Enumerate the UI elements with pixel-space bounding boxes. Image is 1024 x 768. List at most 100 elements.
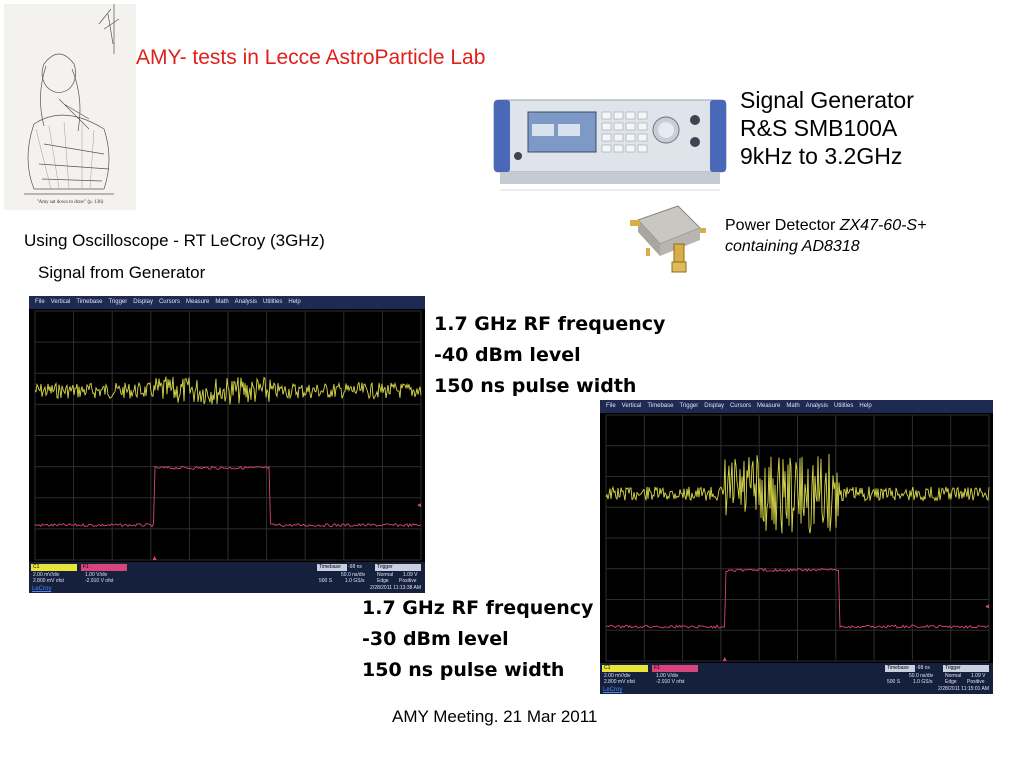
scope1-timebase-value: -98 ns: [348, 564, 362, 570]
scope1-menu-cursors[interactable]: Cursors: [158, 299, 180, 305]
scope2-statusbar: C1 2.00 mV/div 2.800 mV ofst F1 1.00 V/d…: [600, 663, 993, 694]
signal-generator-line-2: R&S SMB100A: [740, 115, 898, 141]
spec1-frequency: 1.7 GHz RF frequency: [434, 313, 666, 335]
signal-generator-image: [490, 98, 730, 198]
power-detector-model: ZX47-60-S+: [839, 217, 927, 234]
spec2-pulse-width: 150 ns pulse width: [362, 659, 565, 681]
scope2-menu-vertical[interactable]: Vertical: [621, 403, 642, 409]
scope1-menu-trigger[interactable]: Trigger: [108, 299, 128, 305]
trigger-time-marker: [152, 556, 157, 560]
scope1-c1-vdiv: 2.00 mV/div: [33, 572, 60, 578]
scope1-trigger-slope: Positive: [399, 578, 417, 584]
scope1-trigger-mode: Normal: [377, 572, 394, 578]
scope-grid: [34, 310, 422, 561]
scope2-menu-math[interactable]: Math: [786, 403, 800, 409]
trigger-level-marker: [417, 503, 421, 508]
oscilloscope-screen-1: File Vertical Timebase Trigger Display Cursor…: [29, 296, 425, 593]
scope1-waveform-area: [34, 310, 422, 561]
scope1-f1-box[interactable]: F1: [81, 564, 127, 571]
scope2-timebase-rate: 1.0 GS/s: [913, 679, 933, 685]
scope1-f1-vdiv: 1.00 V/div: [85, 572, 108, 578]
oscilloscope-heading: Using Oscilloscope - RT LeCroy (3GHz): [24, 231, 325, 250]
scope2-trigger-level: 1.09 V: [971, 673, 986, 679]
scope2-f1-vdiv: 1.00 V/div: [656, 673, 679, 679]
trigger-time-marker: [722, 657, 727, 661]
power-detector-prefix: Power Detector: [725, 217, 840, 234]
scope1-trigger-type: Edge: [377, 578, 389, 584]
scope2-menu-timebase[interactable]: Timebase: [647, 403, 674, 409]
scope2-menu-help[interactable]: Help: [859, 403, 872, 409]
scope1-trigger-box[interactable]: Trigger: [375, 564, 421, 571]
scope1-trigger-level: 1.09 V: [403, 572, 418, 578]
signal-generator-line-3: 9kHz to 3.2GHz: [740, 143, 903, 169]
scope1-menu-display[interactable]: Display: [133, 299, 153, 305]
f1-trace: [605, 567, 989, 629]
power-detector-image: [624, 198, 708, 280]
scope2-timebase-value: -98 ns: [916, 665, 930, 671]
scope2-menu-measure[interactable]: Measure: [756, 403, 781, 409]
c1-trace: [34, 376, 422, 405]
scope2-menu-analysis[interactable]: Analysis: [805, 403, 829, 409]
scope2-trigger-slope: Positive: [967, 679, 985, 685]
power-detector-chip: containing AD8318: [725, 238, 860, 255]
scope2-menu-trigger[interactable]: Trigger: [679, 403, 699, 409]
scope2-f1-box[interactable]: F1: [652, 665, 698, 672]
scope2-menubar: File Vertical Timebase Trigger Display Cursor…: [600, 400, 993, 413]
scope2-trigger-mode: Normal: [945, 673, 962, 679]
scope2-timebase-scale: 50.0 ns/div: [909, 673, 934, 679]
scope1-f1-offset: -2.910 V ofst: [85, 578, 114, 584]
scope2-menu-utilities[interactable]: Utilities: [834, 403, 854, 409]
scope1-timestamp: 2/28/2011 11:13:38 AM: [370, 585, 421, 591]
scope1-menu-measure[interactable]: Measure: [185, 299, 210, 305]
scope1-menu-help[interactable]: Help: [288, 299, 301, 305]
trigger-level-marker: [985, 604, 989, 609]
scope1-menu-analysis[interactable]: Analysis: [234, 299, 258, 305]
scope2-waveform-area: [605, 414, 990, 662]
scope2-trigger-type: Edge: [945, 679, 957, 685]
signal-generator-label: Signal Generator R&S SMB100A 9kHz to 3.2…: [740, 86, 914, 170]
scope-grid: [605, 414, 990, 662]
spec2-level: -30 dBm level: [362, 628, 509, 650]
scope1-statusbar: C1 2.00 mV/div 2.800 mV ofst F1 1.00 V/d…: [29, 562, 425, 593]
scope1-timebase-scale: 50.0 ns/div: [341, 572, 366, 578]
scope2-brand-link[interactable]: LeCroy: [603, 687, 623, 693]
spec1-pulse-width: 150 ns pulse width: [434, 375, 637, 397]
scope2-f1-offset: -2.910 V ofst: [656, 679, 685, 685]
scope2-menu-display[interactable]: Display: [704, 403, 724, 409]
scope1-c1-offset: 2.800 mV ofst: [33, 578, 64, 584]
scope1-brand-link[interactable]: LeCroy: [32, 586, 52, 592]
power-detector-label: Power Detector ZX47-60-S+ containing AD8…: [725, 215, 926, 257]
oscilloscope-screen-2: File Vertical Timebase Trigger Display Cursor…: [600, 400, 993, 694]
illustration-girl-drawing: "Amy sat down to draw" (p. 136): [4, 4, 136, 210]
scope2-c1-offset: 2.800 mV ofst: [604, 679, 635, 685]
scope1-menu-timebase[interactable]: Timebase: [76, 299, 103, 305]
scope1-timebase-rate: 1.0 GS/s: [345, 578, 365, 584]
scope1-menu-utilities[interactable]: Utilities: [263, 299, 283, 305]
scope2-c1-box[interactable]: C1: [602, 665, 648, 672]
scope1-menu-math[interactable]: Math: [215, 299, 229, 305]
slide-title: AMY- tests in Lecce AstroParticle Lab: [136, 46, 486, 69]
scope1-menu-vertical[interactable]: Vertical: [50, 299, 71, 305]
scope2-timestamp: 2/28/2011 11:15:01 AM: [938, 686, 989, 692]
scope1-timebase-samples: 500 S: [319, 578, 333, 584]
scope2-menu-file[interactable]: File: [606, 403, 616, 409]
scope2-timebase-samples: 500 S: [887, 679, 901, 685]
spec2-frequency: 1.7 GHz RF frequency: [362, 597, 594, 619]
scope2-menu-cursors[interactable]: Cursors: [729, 403, 751, 409]
scope1-menubar: File Vertical Timebase Trigger Display Cursor…: [29, 296, 425, 309]
scope2-c1-vdiv: 2.00 mV/div: [604, 673, 631, 679]
signal-generator-line-1: Signal Generator: [740, 87, 914, 113]
footer: AMY Meeting. 21 Mar 2011: [392, 707, 598, 726]
scope2-timebase-box[interactable]: Timebase: [885, 665, 915, 672]
f1-trace: [34, 465, 421, 528]
signal-heading: Signal from Generator: [38, 263, 206, 282]
illustration-caption: "Amy sat down to draw" (p. 136): [37, 200, 104, 205]
scope1-menu-file[interactable]: File: [35, 299, 45, 305]
spec-block-2: 1.7 GHz RF frequency -30 dBm level 150 n…: [362, 593, 593, 686]
scope2-trigger-box[interactable]: Trigger: [943, 665, 989, 672]
c1-trace: [605, 453, 990, 534]
spec1-level: -40 dBm level: [434, 344, 581, 366]
scope1-timebase-box[interactable]: Timebase: [317, 564, 347, 571]
spec-block-1: 1.7 GHz RF frequency -40 dBm level 150 n…: [434, 309, 665, 402]
scope1-c1-box[interactable]: C1: [31, 564, 77, 571]
